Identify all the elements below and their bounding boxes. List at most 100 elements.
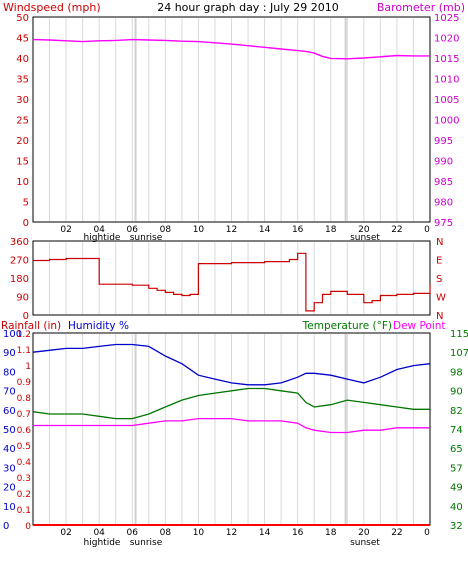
- hightide-label-1: hightide: [84, 233, 121, 243]
- sunrise-label-3: sunrise: [130, 538, 163, 548]
- rainfall-tick-label: 0.6: [17, 426, 32, 436]
- rainfall-tick-label: 1.2: [17, 330, 31, 340]
- windspeed-tick-label: 35: [16, 75, 29, 86]
- temperature-tick-label: 82: [450, 406, 463, 417]
- windspeed-tick-label: 5: [23, 198, 29, 209]
- x-tick-label: 04: [93, 225, 105, 235]
- windspeed-tick-label: 50: [16, 13, 29, 24]
- compass-tick-label: W: [436, 293, 446, 304]
- sunrise-label-1: sunrise: [130, 233, 163, 243]
- x-tick-label: 14: [259, 528, 271, 538]
- temperature-tick-label: 40: [450, 502, 463, 513]
- barometer-tick-label: 985: [434, 177, 453, 188]
- barometer-tick-label: 1010: [434, 75, 459, 86]
- humidity-axis-label: Humidity %: [68, 320, 129, 332]
- x-tick-label: 06: [127, 528, 139, 538]
- windspeed-tick-label: 45: [16, 34, 29, 45]
- x-tick-label: 0: [424, 225, 430, 235]
- temperature-tick-label: 98: [450, 367, 463, 378]
- direction-tick-label: 360: [10, 237, 29, 248]
- x-tick-label: 08: [160, 225, 172, 235]
- temperature-tick-label: 90: [450, 387, 463, 398]
- x-tick-label: 22: [391, 528, 402, 538]
- rainfall-tick-label: 0.5: [17, 442, 31, 452]
- humidity-tick-label: 80: [3, 367, 16, 378]
- humidity-tick-label: 10: [3, 502, 16, 513]
- x-tick-label: 16: [292, 528, 304, 538]
- windspeed-tick-label: 30: [16, 95, 29, 106]
- wind-direction-line: [33, 252, 431, 312]
- x-tick-label: 12: [226, 528, 237, 538]
- barometer-tick-label: 990: [434, 157, 453, 168]
- x-tick-label: 06: [127, 225, 139, 235]
- humidity-line: [32, 343, 431, 386]
- humidity-tick-label: 100: [3, 329, 22, 340]
- compass-tick-label: N: [436, 237, 443, 248]
- x-tick-label: 20: [358, 225, 370, 235]
- temperature-tick-label: 74: [450, 425, 463, 436]
- x-tick-label: 08: [160, 528, 172, 538]
- barometer-tick-label: 1025: [434, 13, 459, 24]
- direction-tick-label: 90: [16, 293, 29, 304]
- x-tick-label: 04: [93, 528, 105, 538]
- rainfall-tick-label: 0.3: [17, 474, 31, 484]
- sunset-label-3: sunset: [350, 538, 380, 548]
- barometer-tick-label: 1020: [434, 34, 459, 45]
- temperature-tick-label: 57: [450, 463, 463, 474]
- rainfall-tick-label: 0: [25, 522, 31, 532]
- temperature-tick-label: 32: [450, 521, 463, 532]
- x-tick-label: 12: [226, 225, 237, 235]
- x-tick-label: 10: [193, 528, 205, 538]
- compass-tick-label: E: [436, 256, 442, 267]
- x-tick-label: 02: [60, 225, 71, 235]
- x-tick-label: 10: [193, 225, 205, 235]
- compass-tick-label: N: [436, 311, 443, 322]
- barometer-axis-label: Barometer (mb): [377, 1, 465, 14]
- x-tick-label: 0: [424, 528, 430, 538]
- rainfall-tick-label: 1.1: [17, 346, 31, 356]
- x-tick-label: 16: [292, 225, 304, 235]
- rainfall-tick-label: 0.9: [17, 378, 32, 388]
- humidity-tick-label: 70: [3, 387, 16, 398]
- barometer-line: [32, 38, 430, 60]
- barometer-tick-label: 975: [434, 218, 453, 229]
- windspeed-tick-label: 15: [16, 157, 29, 168]
- temperature-axis-label: Temperature (°F): [302, 320, 392, 332]
- rainfall-tick-label: 0.4: [17, 458, 32, 468]
- x-tick-label: 02: [60, 528, 71, 538]
- dewpoint-axis-label: Dew Point: [393, 320, 446, 332]
- windspeed-tick-label: 25: [16, 116, 29, 127]
- windspeed-axis-label: Windspeed (mph): [3, 1, 101, 14]
- compass-tick-label: S: [436, 274, 442, 285]
- x-tick-label: 20: [358, 528, 370, 538]
- temperature-tick-label: 115: [450, 329, 468, 340]
- humidity-tick-label: 90: [3, 348, 16, 359]
- humidity-tick-label: 40: [3, 444, 16, 455]
- rainfall-tick-label: 0.8: [17, 394, 32, 404]
- rainfall-tick-label: 0.2: [17, 490, 31, 500]
- x-tick-label: 14: [259, 225, 271, 235]
- humidity-tick-label: 50: [3, 425, 16, 436]
- temperature-line: [32, 387, 430, 420]
- x-tick-label: 18: [325, 225, 337, 235]
- humidity-tick-label: 30: [3, 463, 16, 474]
- temperature-tick-label: 49: [450, 483, 463, 494]
- windspeed-tick-label: 40: [16, 54, 29, 65]
- windspeed-tick-label: 20: [16, 136, 29, 147]
- barometer-tick-label: 980: [434, 198, 453, 209]
- windspeed-tick-label: 10: [16, 177, 29, 188]
- x-tick-label: 18: [325, 528, 337, 538]
- direction-tick-label: 0: [23, 311, 29, 322]
- rainfall-tick-label: 0.7: [17, 410, 31, 420]
- hightide-label-3: hightide: [84, 538, 121, 548]
- rainfall-tick-label: 0.1: [17, 506, 31, 516]
- humidity-tick-label: 60: [3, 406, 16, 417]
- barometer-tick-label: 995: [434, 136, 453, 147]
- barometer-tick-label: 1015: [434, 54, 459, 65]
- temperature-tick-label: 107: [450, 348, 468, 359]
- dewpoint-line: [33, 417, 430, 434]
- rainfall-axis-label: Rainfall (in): [1, 320, 61, 332]
- rainfall-tick-label: 1: [25, 362, 31, 372]
